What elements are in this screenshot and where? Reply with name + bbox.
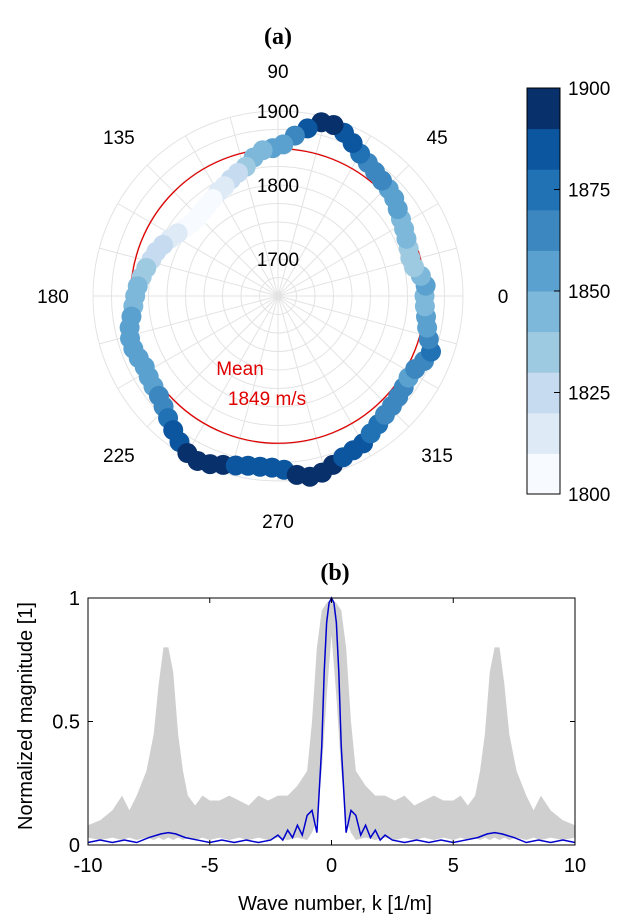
mean-value-label: 1849 m/s [228, 389, 306, 410]
angle-tick-label: 90 [267, 62, 288, 83]
x-tick-label: 5 [448, 855, 459, 877]
colorbar-segment [527, 128, 560, 170]
angle-tick-label: 270 [262, 512, 294, 533]
colorbar-segment [527, 250, 560, 292]
gray-band-path [88, 598, 575, 841]
colorbar-tick-label: 1800 [568, 485, 610, 506]
polar-data-point [414, 296, 435, 317]
polar-grid-spoke [146, 164, 279, 297]
colorbar-segment [527, 412, 560, 454]
colorbar-tick-label: 1900 [568, 79, 610, 100]
y-axis-label: Normalized magnitude [1] [15, 602, 37, 830]
colorbar-segment [527, 453, 560, 495]
polar-grid-spoke [277, 117, 327, 297]
polar-grid-spoke [185, 295, 279, 457]
x-tick-label: 0 [326, 855, 337, 877]
colorbar: 1800 1825 1850 1875 1900 [526, 79, 610, 506]
polar-grid-spoke [277, 135, 371, 297]
polar-grid-spoke [277, 295, 371, 457]
polar-chart-panel: (a) 0 45 90 135 180 225 270 315 1700 1800 1900 Me… [37, 24, 610, 533]
y-tick-label: 1 [69, 588, 80, 610]
angle-tick-label: 180 [37, 287, 69, 308]
spectrum-chart-panel: (b) -10 -5 0 5 10 00.51 Wave number, k [1/m]… [15, 560, 586, 915]
angle-tick-label: 0 [498, 287, 509, 308]
polar-angle-labels: 0 45 90 135 180 225 270 315 [37, 62, 508, 533]
colorbar-tick-label: 1825 [568, 384, 610, 405]
colorbar-tick-label: 1875 [568, 181, 610, 202]
polar-grid-spoke [277, 295, 327, 475]
radial-tick-label: 1900 [257, 102, 299, 123]
polar-grid [92, 110, 464, 482]
angle-tick-label: 45 [427, 128, 448, 149]
polar-grid-spoke [229, 117, 279, 297]
polar-radial-labels: 1700 1800 1900 [257, 102, 299, 271]
colorbar-tick-label: 1850 [568, 282, 610, 303]
colorbar-segment [527, 331, 560, 373]
angle-tick-label: 225 [103, 446, 135, 467]
polar-data-points [119, 112, 441, 487]
radial-tick-label: 1800 [257, 176, 299, 197]
y-axis-ticks: 00.51 [52, 588, 575, 857]
polar-grid-spoke [277, 203, 439, 297]
angle-tick-label: 135 [103, 128, 135, 149]
polar-grid-spoke [185, 135, 279, 297]
radial-tick-label: 1700 [257, 250, 299, 271]
polar-grid-spoke [99, 247, 279, 297]
colorbar-segment [527, 209, 560, 251]
panel-label-b: (b) [320, 560, 349, 586]
angle-tick-label: 315 [421, 446, 453, 467]
mean-label: Mean [216, 359, 264, 380]
panel-label-a: (a) [264, 24, 292, 50]
y-tick-label: 0 [69, 835, 80, 857]
x-tick-label: -5 [201, 855, 219, 877]
polar-grid-spoke [277, 247, 457, 297]
polar-grid-spoke [229, 295, 279, 475]
gray-band-area [88, 598, 575, 841]
x-tick-label: 10 [564, 855, 586, 877]
y-tick-label: 0.5 [52, 712, 80, 734]
colorbar-segment [527, 88, 560, 130]
x-tick-label: -10 [74, 855, 103, 877]
colorbar-segment [527, 291, 560, 333]
x-axis-ticks: -10 -5 0 5 10 [74, 598, 586, 877]
polar-grid-spoke [117, 203, 279, 297]
x-axis-label: Wave number, k [1/m] [238, 893, 432, 915]
